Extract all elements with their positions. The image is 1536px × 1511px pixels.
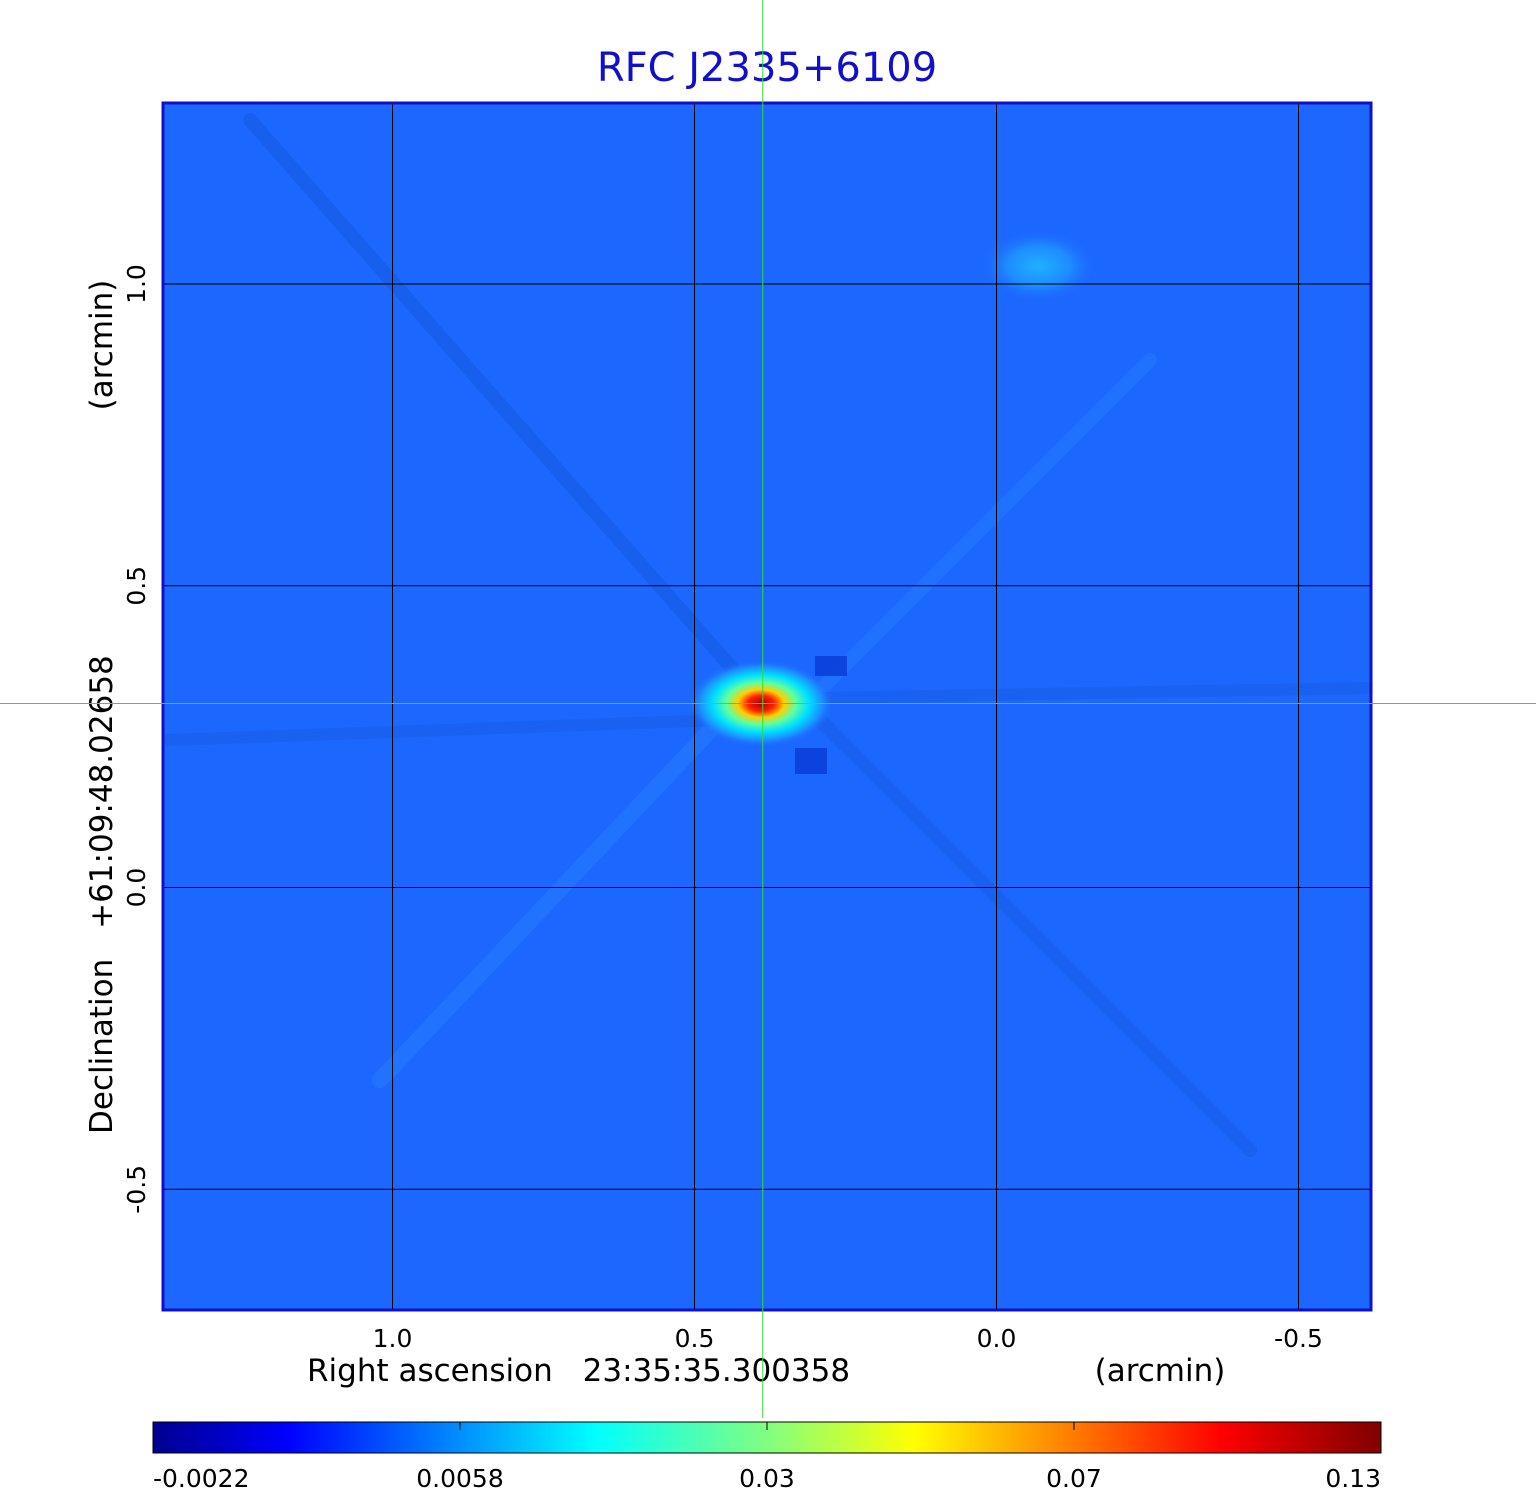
y-tick-label: -0.5	[122, 1165, 151, 1214]
plot-frame	[161, 101, 1373, 1312]
sidelobe-streaks	[164, 113, 1371, 1157]
y-axis-label-prefix: Declination	[84, 959, 120, 1134]
coordinate-grid	[163, 103, 1371, 1310]
x-tick-label: 1.0	[373, 1324, 413, 1353]
colorbar-tick-label: 0.03	[739, 1464, 795, 1493]
plot-area	[163, 103, 1371, 1310]
x-axis-label-value: 23:35:35.300358	[583, 1353, 850, 1389]
colorbar-tick-label: 0.0058	[416, 1464, 503, 1493]
colorbar-tick-label: -0.0022	[153, 1464, 250, 1493]
source-2	[980, 229, 1097, 303]
x-tick-label: 0.0	[977, 1324, 1017, 1353]
x-tick-labels: 1.0 0.5 0.0 -0.5	[373, 1324, 1323, 1353]
y-axis-unit: (arcmin)	[84, 280, 120, 411]
x-axis-label-prefix: Right ascension	[307, 1353, 553, 1389]
x-tick-label: 0.5	[675, 1324, 715, 1353]
x-axis-label: Right ascension 23:35:35.300358	[307, 1353, 850, 1389]
y-tick-label: 1.0	[122, 264, 151, 304]
colorbar-tick-labels: -0.0022 0.0058 0.03 0.07 0.13	[153, 1422, 1381, 1493]
chart-title: RFC J2335+6109	[597, 45, 937, 91]
y-tick-labels: -0.5 0.0 0.5 1.0	[122, 264, 151, 1214]
y-axis-label-value: +61:09:48.02658	[84, 655, 120, 929]
y-tick-label: 0.5	[122, 566, 151, 606]
colorbar-tick-label: 0.07	[1046, 1464, 1102, 1493]
y-axis-label: Declination +61:09:48.02658	[84, 655, 120, 1134]
crosshair-overlay	[0, 0, 1536, 1418]
y-tick-label: 0.0	[122, 868, 151, 908]
x-axis-unit: (arcmin)	[1095, 1353, 1226, 1389]
colorbar-tick-label: 0.13	[1325, 1464, 1381, 1493]
x-tick-label: -0.5	[1274, 1324, 1323, 1353]
